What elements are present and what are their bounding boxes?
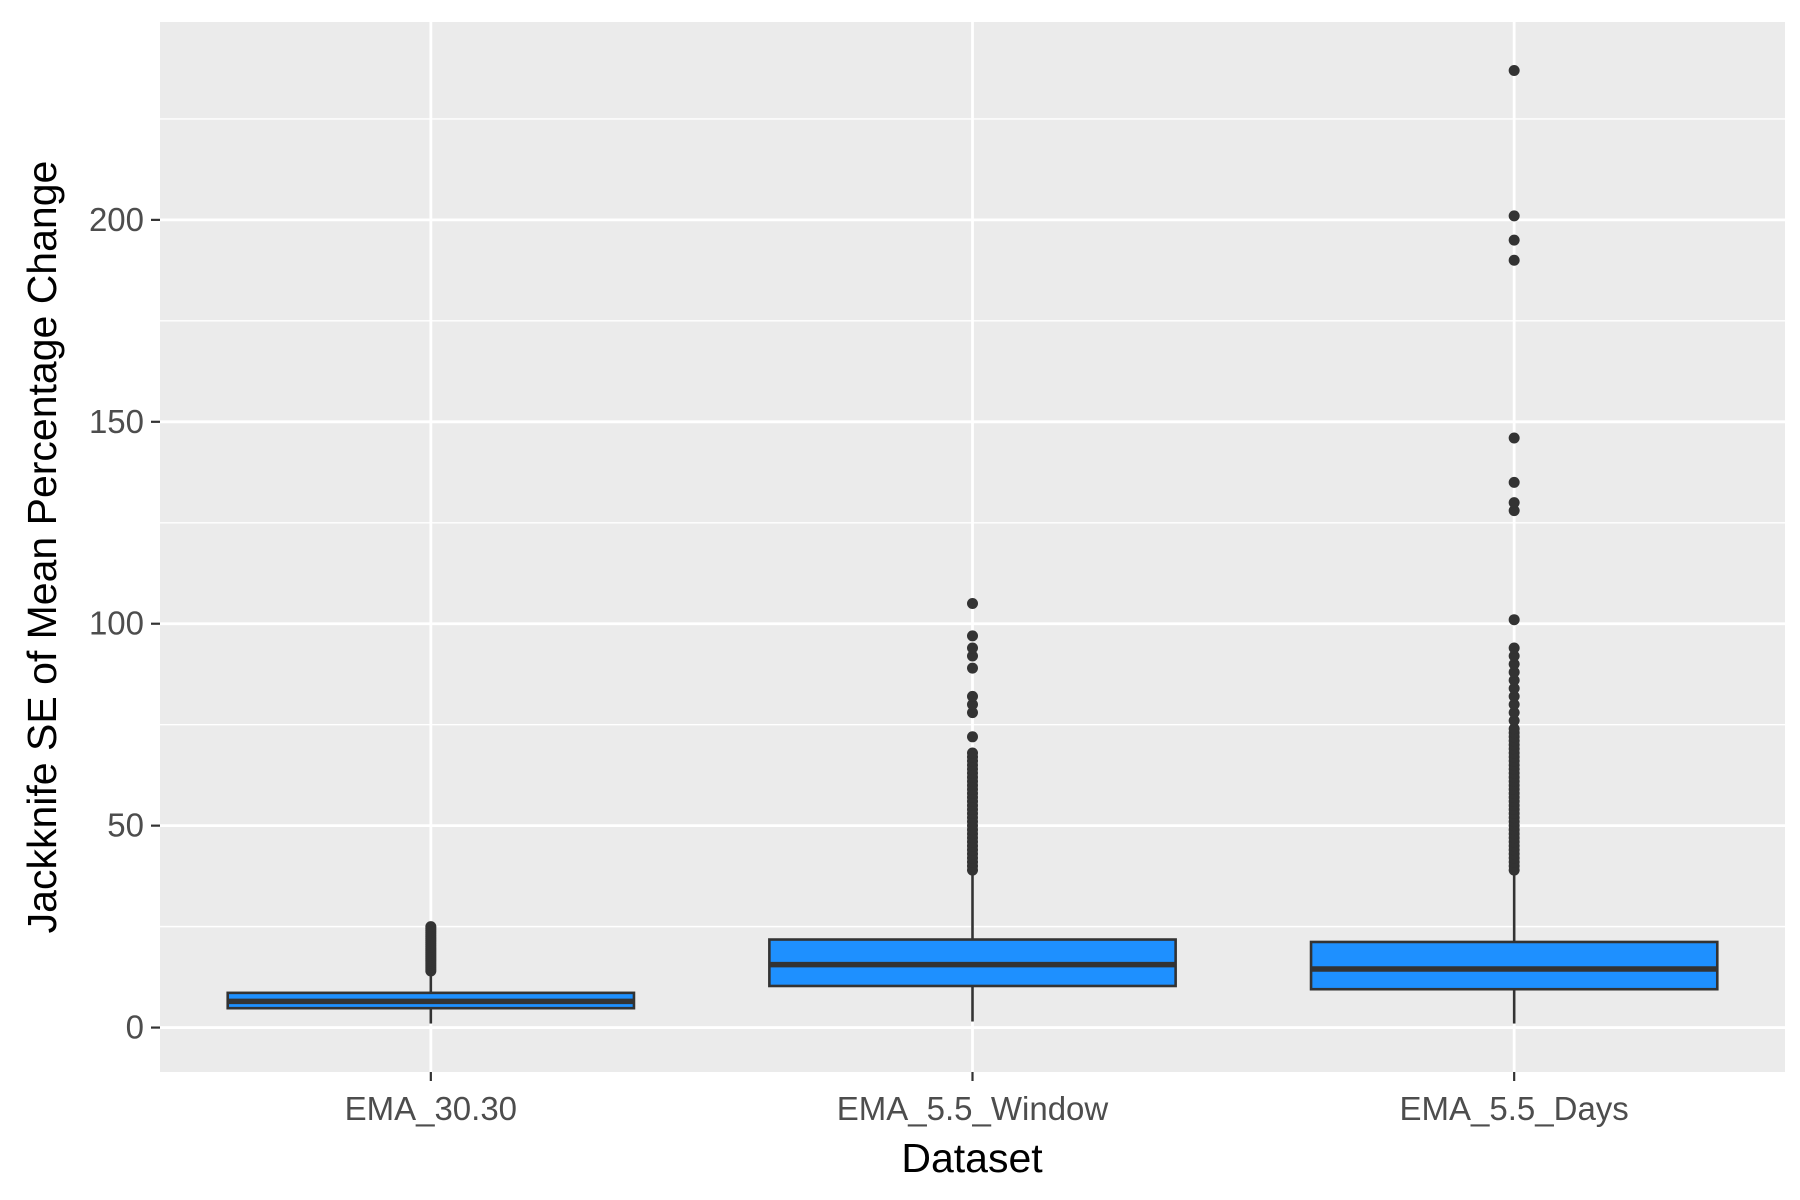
outlier-point (1508, 234, 1520, 246)
outlier-point (1508, 254, 1520, 266)
box-group (1309, 64, 1719, 1024)
box (1309, 940, 1719, 991)
outlier-point (1508, 715, 1520, 727)
x-axis-title: Dataset (901, 1135, 1043, 1181)
outlier-point (1508, 658, 1520, 670)
x-tick-label: EMA_5.5_Window (837, 1090, 1109, 1127)
outlier-point (967, 747, 978, 759)
outlier-point (967, 650, 978, 662)
outlier-point (1508, 210, 1520, 222)
outlier-point (967, 662, 978, 674)
outlier-point (425, 921, 437, 933)
outlier-point (1508, 699, 1520, 710)
y-tick-label: 200 (89, 201, 144, 238)
outlier-point (1508, 707, 1520, 719)
axis-ticks: 0 50 100 150 200 EMA_30.30 EMA_5.5_Window EMA_5… (89, 201, 1629, 1127)
outlier-point (967, 598, 978, 610)
outlier-point (1508, 64, 1520, 76)
box-group (768, 598, 1177, 1022)
outlier-point (967, 707, 978, 719)
outlier-point (967, 699, 978, 710)
outlier-point (1508, 723, 1520, 735)
outlier-point (967, 690, 978, 702)
y-tick-label: 100 (89, 605, 144, 642)
outlier-point (1508, 650, 1520, 662)
outlier-point (967, 630, 978, 642)
outlier-point (1508, 432, 1520, 444)
outlier-point (1508, 614, 1520, 626)
outlier-point (1508, 505, 1520, 517)
outlier-point (967, 731, 978, 743)
outlier-point (1508, 682, 1520, 694)
outlier-point (1508, 674, 1520, 686)
outlier-point (1508, 476, 1520, 488)
x-tick-label: EMA_5.5_Days (1400, 1090, 1629, 1127)
boxes (226, 64, 1719, 1024)
outlier-point (1508, 690, 1520, 702)
outlier-point (1508, 497, 1520, 509)
outlier-point (1508, 666, 1520, 678)
y-axis-title: Jackknife SE of Mean Percentage Change (19, 161, 65, 934)
y-tick-label: 150 (89, 403, 144, 440)
y-tick-label: 50 (107, 807, 144, 844)
outlier-point (967, 642, 978, 654)
box-group (226, 921, 636, 1024)
outlier-point (1508, 642, 1520, 654)
y-tick-label: 0 (126, 1009, 144, 1046)
x-tick-label: EMA_30.30 (345, 1090, 517, 1127)
